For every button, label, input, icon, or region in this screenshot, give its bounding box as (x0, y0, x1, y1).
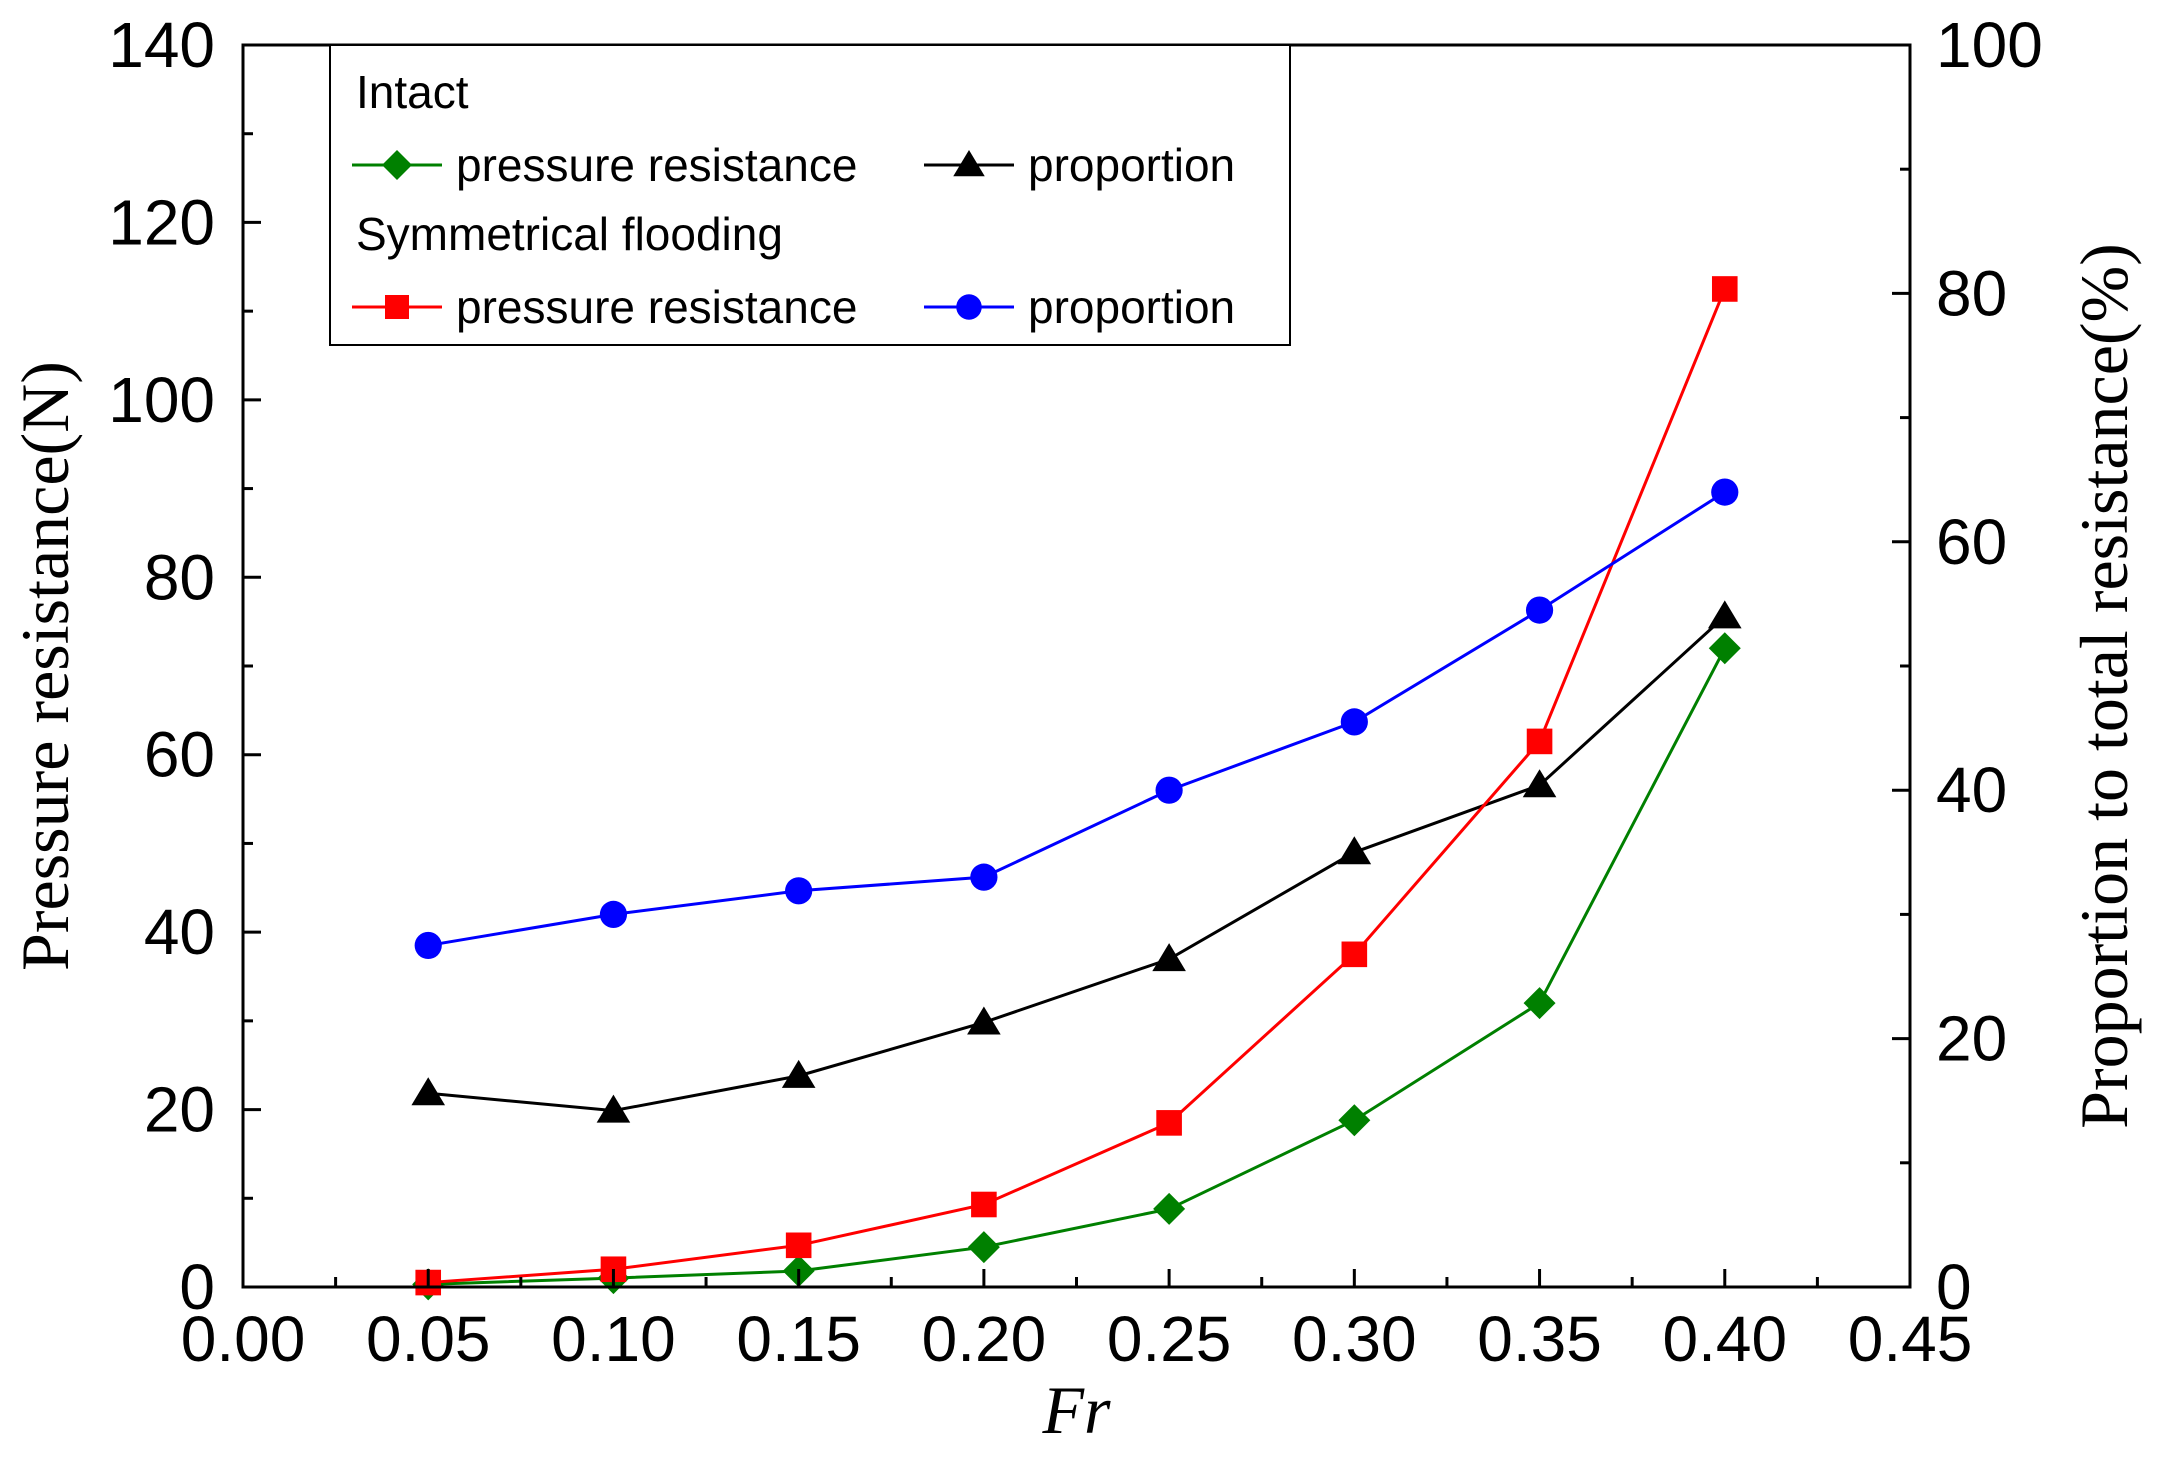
x-tick-label: 0.10 (551, 1303, 676, 1375)
data-point (1708, 632, 1741, 665)
data-point (1526, 728, 1553, 755)
data-point (785, 877, 813, 905)
legend-marker (385, 295, 409, 319)
x-tick-label: 0.40 (1662, 1303, 1787, 1375)
y-left-tick-label: 60 (144, 719, 215, 791)
legend-entry: proportion (924, 281, 1235, 333)
legend-entry: pressure resistance (352, 139, 857, 191)
data-point (1337, 836, 1372, 865)
y-right-axis-title: Proportion to total resistance(%) (2066, 243, 2142, 1129)
series-0 (412, 632, 1741, 1301)
series-line (428, 647, 1727, 1286)
y-right-tick-label: 0 (1936, 1251, 1972, 1323)
legend-box (329, 44, 1291, 346)
y-right-tick-label: 80 (1936, 257, 2007, 329)
data-point (1338, 1104, 1371, 1137)
series-line (428, 615, 1726, 1113)
x-tick-label: 0.05 (366, 1303, 491, 1375)
legend-marker (382, 150, 412, 180)
data-point (599, 900, 628, 929)
y-left-tick-label: 140 (108, 9, 215, 81)
data-point (785, 1232, 812, 1259)
data-point (971, 1191, 997, 1218)
x-tick-label: 0.00 (181, 1303, 306, 1375)
series-3 (414, 478, 1739, 960)
y-right-tick-label: 40 (1936, 754, 2007, 826)
x-axis-title: Fr (1042, 1372, 1112, 1448)
x-tick-label: 0.35 (1477, 1303, 1602, 1375)
y-left-tick-label: 40 (144, 896, 215, 968)
y-left-tick-label: 20 (144, 1074, 215, 1146)
y-left-axis-title: Pressure resistance(N) (7, 361, 83, 971)
y-left-tick-label: 80 (144, 541, 215, 613)
data-point (967, 1006, 1001, 1035)
legend-marker (953, 150, 985, 177)
series-1 (411, 600, 1742, 1123)
y-right-tick-label: 100 (1936, 9, 2043, 81)
data-point (1711, 276, 1738, 302)
legend-entry: proportion (924, 139, 1235, 191)
data-point (1523, 987, 1556, 1020)
data-point (1156, 1110, 1182, 1136)
x-tick-label: 0.15 (736, 1303, 861, 1375)
data-point (411, 1077, 446, 1106)
x-tick-label: 0.25 (1107, 1303, 1232, 1375)
series-line (428, 288, 1727, 1285)
data-point (1155, 776, 1183, 804)
data-point (1522, 769, 1557, 798)
data-point (1152, 943, 1186, 972)
x-tick-label: 0.20 (922, 1303, 1047, 1375)
legend-label: proportion (1028, 139, 1235, 191)
legend-label: pressure resistance (456, 281, 857, 333)
data-point (1153, 1192, 1186, 1225)
legend-label: pressure resistance (456, 139, 857, 191)
data-point (967, 1231, 1000, 1264)
y-right-tick-label: 20 (1936, 1003, 2007, 1075)
data-point (1340, 708, 1368, 736)
data-point (1525, 596, 1554, 624)
y-left-tick-label: 0 (179, 1251, 215, 1323)
data-point (1711, 478, 1739, 506)
data-point (970, 863, 998, 891)
data-point (596, 1094, 631, 1123)
y-right-tick-label: 60 (1936, 506, 2007, 578)
y-left-tick-label: 100 (108, 364, 215, 436)
data-point (1341, 941, 1368, 968)
legend-group-title: Intact (356, 66, 469, 118)
legend-label: proportion (1028, 281, 1235, 333)
x-tick-label: 0.45 (1848, 1303, 1973, 1375)
x-tick-label: 0.30 (1292, 1303, 1417, 1375)
series-line (427, 490, 1726, 947)
y-left-tick-label: 120 (108, 186, 215, 258)
legend-marker (956, 294, 982, 320)
data-point (781, 1059, 816, 1088)
legend-entry: pressure resistance (352, 281, 857, 333)
data-point (414, 931, 442, 960)
data-point (1707, 600, 1742, 629)
legend-group-title: Symmetrical flooding (356, 208, 783, 260)
